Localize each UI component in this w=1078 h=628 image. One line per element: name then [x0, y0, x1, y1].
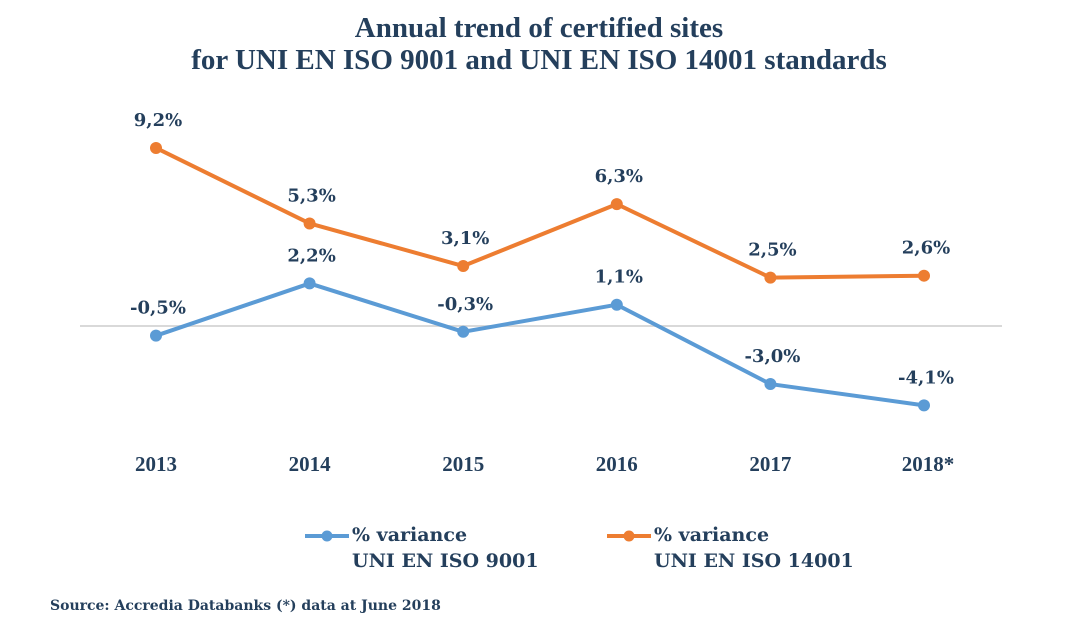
x-tick-label: 2015	[442, 452, 484, 476]
data-label: -3,0%	[744, 346, 800, 367]
chart-title-line1: Annual trend of certified sites	[354, 12, 724, 44]
series-line	[155, 146, 925, 280]
data-point	[610, 198, 623, 211]
data-label: 6,3%	[595, 166, 643, 187]
data-label: -0,3%	[437, 294, 493, 315]
x-tick-label: 2018*	[902, 452, 955, 476]
data-point	[457, 325, 470, 338]
x-axis-tick-labels: 2013 2014 2015 2016 2017 2018*	[135, 452, 954, 476]
data-label: 2,2%	[287, 245, 335, 266]
legend-swatch-iso9001	[305, 530, 349, 542]
legend-label-iso14001-line1: % variance	[654, 524, 770, 546]
data-point	[303, 277, 316, 290]
data-point	[610, 298, 623, 311]
x-tick-label: 2014	[289, 452, 332, 476]
legend-label-iso9001-line2: UNI EN ISO 9001	[352, 550, 539, 572]
series-iso9001: -0,5% 2,2% -0,3% 1,1% -3,0% -4,1%	[130, 245, 954, 412]
series-iso14001: 9,2% 5,3% 3,1% 6,3% 2,5% 2,6%	[134, 110, 950, 284]
data-point	[918, 269, 930, 282]
data-point	[150, 329, 162, 342]
legend-item-iso14001: % variance UNI EN ISO 14001	[607, 522, 854, 574]
data-label: 2,5%	[748, 240, 796, 261]
data-label: -4,1%	[898, 367, 954, 388]
data-label: 1,1%	[595, 267, 643, 288]
data-label: 2,6%	[902, 238, 950, 259]
data-point	[457, 260, 470, 273]
data-label: -0,5%	[130, 298, 186, 319]
data-label: 3,1%	[441, 228, 489, 249]
data-point	[764, 271, 777, 284]
legend-label-iso14001-line2: UNI EN ISO 14001	[654, 550, 854, 572]
series-line	[155, 281, 925, 408]
legend-item-iso9001: % variance UNI EN ISO 9001	[305, 522, 539, 574]
data-point	[918, 399, 930, 412]
x-tick-label: 2016	[596, 452, 638, 476]
x-tick-label: 2017	[749, 452, 791, 476]
x-tick-label: 2013	[135, 452, 177, 476]
chart-title: Annual trend of certified sites for UNI …	[0, 12, 1078, 76]
data-point	[303, 217, 316, 230]
source-note: Source: Accredia Databanks (*) data at J…	[50, 598, 441, 614]
legend-label-iso9001-line1: % variance	[352, 524, 468, 546]
series-layer: -0,5% 2,2% -0,3% 1,1% -3,0% -4,1% 9,2% 5,3% 3,1%…	[130, 110, 954, 412]
data-point	[764, 378, 777, 391]
chart-subtitle: for UNI EN ISO 9001 and UNI EN ISO 14001…	[191, 44, 887, 76]
legend-swatch-iso14001	[607, 530, 651, 542]
data-label: 5,3%	[287, 185, 335, 206]
data-point	[150, 141, 162, 154]
data-label: 9,2%	[134, 110, 182, 131]
